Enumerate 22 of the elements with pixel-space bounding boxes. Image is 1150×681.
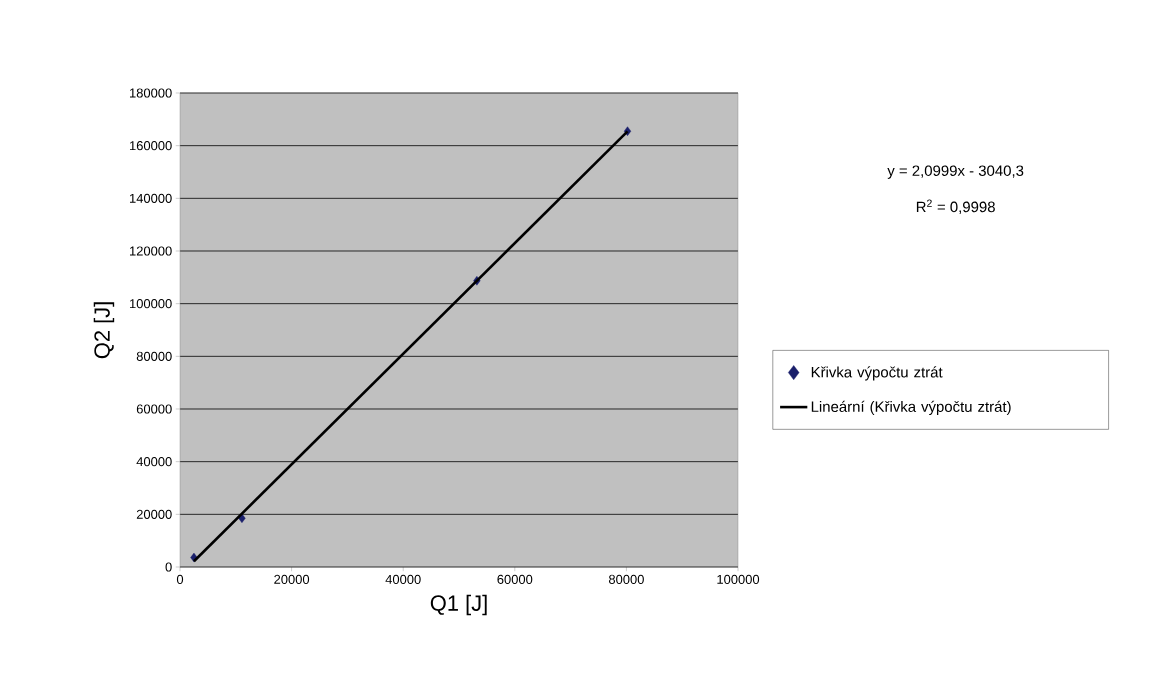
x-tick-label: 0	[176, 574, 184, 584]
y-tick-label: 100000	[130, 299, 172, 309]
x-axis-title: Q1 [J]	[430, 594, 487, 616]
x-tick-label: 100000	[717, 574, 760, 584]
y-tick-label: 80000	[136, 351, 172, 361]
y-tick-label: 0	[165, 562, 172, 572]
x-tick-label: 20000	[274, 574, 310, 584]
y-tick-label: 40000	[136, 457, 172, 467]
x-tick-label: 60000	[497, 574, 533, 584]
y-axis-title: Q2 [J]	[93, 302, 115, 359]
y-tick-label: 20000	[136, 509, 172, 519]
y-tick-label: 60000	[136, 404, 172, 414]
y-tick-label: 140000	[130, 193, 172, 203]
x-tick-label: 80000	[608, 574, 644, 584]
legend-label: Lineární (Křivka výpočtu ztrát)	[811, 400, 1011, 415]
x-tick-label: 40000	[385, 574, 421, 584]
y-tick-label: 120000	[130, 246, 172, 256]
text: y = 2,0999x - 3040,3	[887, 165, 1024, 179]
text: R$^{2}$ = 0,9998	[916, 199, 995, 214]
y-tick-label: 160000	[130, 141, 172, 151]
y-tick-label: 180000	[130, 88, 172, 98]
legend-label: Křivka výpočtu ztrát	[811, 366, 943, 381]
